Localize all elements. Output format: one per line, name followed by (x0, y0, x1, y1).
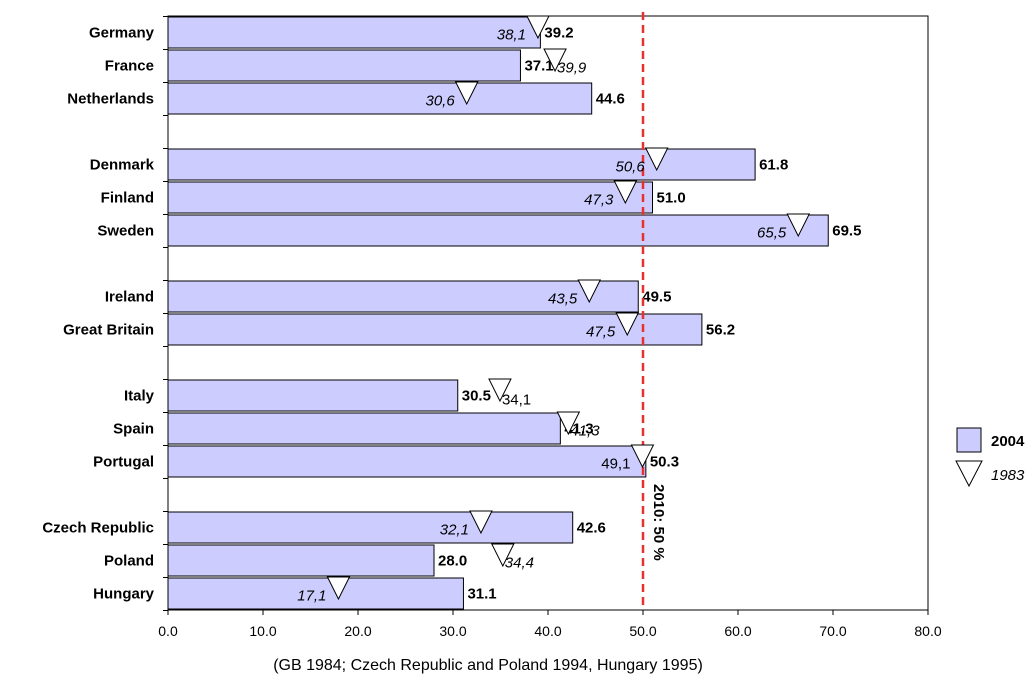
reference-line-group: 2010: 50 % (641, 12, 667, 610)
marker-label-1983: 34,4 (505, 555, 534, 572)
category-label: France (105, 58, 154, 75)
x-tick-label: 30.0 (439, 623, 466, 639)
legend: 2004 1983 (955, 427, 1025, 488)
value-label-2004: 69.5 (832, 223, 861, 240)
marker-label-1983: 41,3 (570, 423, 600, 440)
value-label-2004: 50.3 (650, 454, 679, 471)
value-label-2004: 49.5 (642, 289, 671, 306)
marker-label-1983: 17,1 (297, 588, 326, 605)
marker-1983 (488, 378, 512, 403)
bar-2004 (167, 181, 653, 214)
marker-1983 (469, 510, 493, 535)
category-label: Great Britain (63, 322, 154, 339)
bar-2004 (167, 445, 647, 478)
bar-2004 (167, 16, 541, 49)
category-label: Ireland (105, 289, 154, 306)
bar-2004 (167, 511, 574, 544)
marker-label-1983: 32,1 (440, 522, 469, 539)
x-tick-label: 50.0 (629, 623, 656, 639)
marker-1983 (613, 180, 638, 205)
value-label-2004: 37.1 (524, 58, 553, 75)
marker-label-1983: 39,9 (557, 60, 587, 77)
bar-2004 (167, 577, 464, 610)
value-label-2004: 39.2 (544, 25, 573, 42)
category-label: Germany (89, 25, 155, 42)
bar-2004 (167, 49, 521, 82)
category-labels: Germany France Netherlands Denmark Finland Sw… (42, 25, 154, 603)
legend-swatch-2004 (956, 427, 982, 453)
x-tick-label: 40.0 (534, 623, 561, 639)
marker-label-1983: 50,6 (615, 159, 645, 176)
category-label: Finland (101, 190, 154, 207)
x-tick-label: 10.0 (249, 623, 276, 639)
legend-marker-1983 (955, 460, 983, 488)
bar-layer (167, 16, 829, 610)
bar-2004 (167, 280, 639, 313)
bar-2004 (167, 544, 435, 577)
marker-label-1983: 38,1 (497, 27, 526, 44)
marker-1983 (556, 411, 581, 436)
category-label: Czech Republic (42, 520, 154, 537)
marker-1983 (326, 576, 351, 601)
x-tick-label: 70.0 (819, 623, 846, 639)
category-label: Sweden (97, 223, 154, 240)
bar-2004 (167, 379, 459, 412)
bar-2004 (167, 313, 703, 346)
marker-1983 (615, 312, 640, 337)
bar-2004 (167, 214, 829, 247)
value-label-2004: 31.1 (467, 586, 496, 603)
value-label-2004: 61.8 (759, 157, 788, 174)
legend-label-1983: 1983 (991, 467, 1025, 484)
marker-1983 (543, 48, 567, 73)
marker-1983 (526, 15, 550, 40)
marker-1983 (577, 279, 602, 304)
value-label-2004: 56.2 (706, 322, 735, 339)
category-label: Portugal (93, 454, 154, 471)
x-tick-label: 60.0 (724, 623, 751, 639)
category-label: Spain (113, 421, 154, 438)
category-label: Italy (124, 388, 155, 405)
bar-2004 (167, 412, 561, 445)
x-tick-label: 80.0 (914, 623, 941, 639)
bar-2004 (167, 148, 756, 181)
category-label: Hungary (93, 586, 155, 603)
marker-label-1983: 30,6 (425, 93, 455, 110)
marker-1983 (490, 543, 515, 568)
value-label-2004: 44.6 (596, 91, 625, 108)
marker-label-1983: 47,3 (584, 192, 614, 209)
marker-1983 (644, 147, 669, 172)
marker-labels: 38,1 39,9 30,6 50,647,3 65,5 43,5 47,5 34,1 41,3… (297, 27, 787, 605)
marker-label-1983: 65,5 (757, 225, 787, 242)
marker-label-1983: 34,1 (502, 392, 531, 409)
marker-label-1983: 43,5 (548, 291, 578, 308)
category-label: Poland (104, 553, 154, 570)
legend-label-2004: 2004 (991, 433, 1025, 450)
marker-label-1983: 49,1 (601, 456, 630, 473)
marker-1983 (630, 444, 655, 469)
bar-2004 (167, 82, 593, 115)
value-label-2004: 51.0 (657, 190, 686, 207)
reference-line-label: 2010: 50 % (650, 484, 667, 561)
category-label: Netherlands (67, 91, 154, 108)
footnote: (GB 1984; Czech Republic and Poland 1994… (273, 657, 703, 674)
value-label-2004: 28.0 (438, 553, 467, 570)
value-labels: 39.237.144.661.851.069.549.556.230.541.3… (438, 25, 861, 603)
marker-layer (326, 15, 811, 601)
x-tick-labels: 0.0 10.0 20.0 30.0 40.0 50.0 60.0 70.0 80.0 (158, 623, 942, 639)
marker-1983 (454, 81, 479, 106)
marker-1983 (786, 213, 811, 238)
value-label-2004: 42.6 (577, 520, 606, 537)
value-label-2004: 30.5 (462, 388, 491, 405)
x-tick-label: 20.0 (344, 623, 371, 639)
category-label: Denmark (90, 157, 155, 174)
marker-label-1983: 47,5 (586, 324, 616, 341)
x-tick-label: 0.0 (158, 623, 178, 639)
